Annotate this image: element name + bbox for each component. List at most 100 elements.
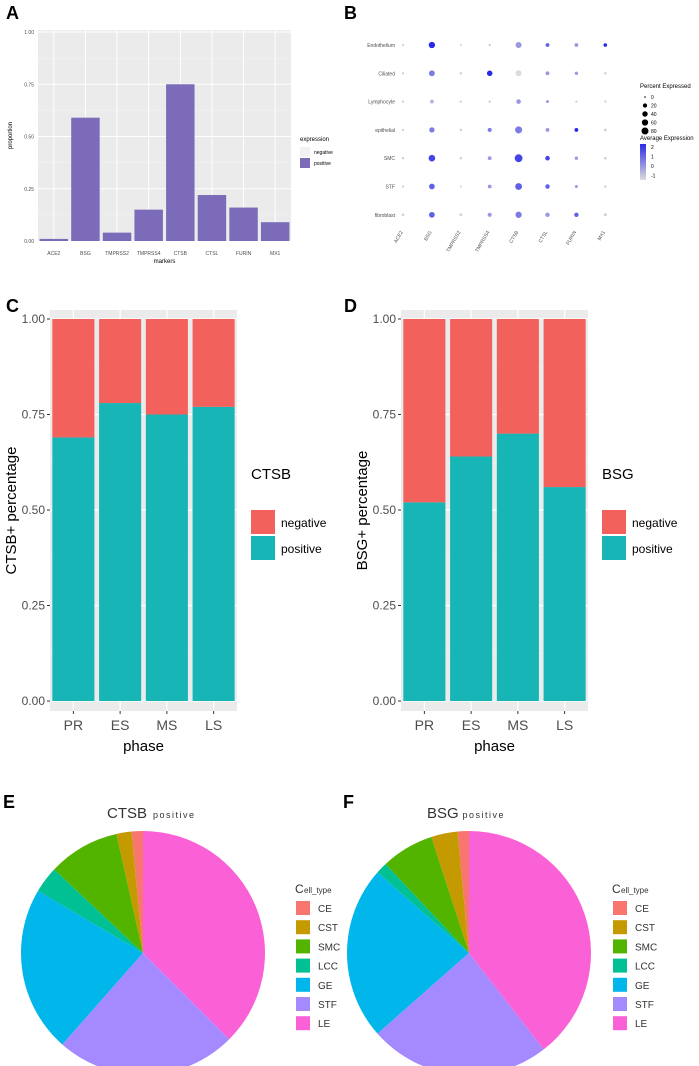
size-legend-label: 0 bbox=[651, 95, 654, 101]
panel-label-e: E bbox=[3, 792, 15, 812]
y-tick-label: 0.50 bbox=[373, 503, 397, 517]
dot-endothelium-ctsb bbox=[515, 41, 522, 49]
x-tick-label: ES bbox=[462, 717, 481, 733]
dot-lymphocyte-furin bbox=[575, 100, 578, 103]
dot-ciliated-ctsl bbox=[545, 71, 550, 76]
bar-furin bbox=[229, 207, 258, 241]
bar-negative-pr bbox=[52, 319, 95, 438]
y-axis-title: BSG+ percentage bbox=[354, 451, 371, 571]
legend-key-negative bbox=[602, 510, 626, 534]
legend-label-stf: STF bbox=[635, 1000, 654, 1011]
dot-smc-tmprss2 bbox=[459, 156, 463, 160]
x-tick-label: PR bbox=[415, 717, 434, 733]
color-legend-bar bbox=[640, 144, 646, 180]
size-legend-label: 20 bbox=[651, 104, 657, 110]
legend-label-cst: CST bbox=[318, 923, 338, 934]
dot-ciliated-tmprss2 bbox=[459, 72, 463, 75]
legend-key-cst bbox=[613, 920, 627, 935]
dot-epithelial-furin bbox=[574, 127, 579, 132]
dot-endothelium-furin bbox=[574, 43, 579, 47]
legend-label-ge: GE bbox=[318, 981, 333, 992]
legend-label-smc: SMC bbox=[635, 942, 657, 953]
dot-endothelium-bsg bbox=[428, 41, 436, 49]
bar-positive-ms bbox=[145, 414, 188, 701]
dot-epithelial-ctsl bbox=[545, 127, 550, 132]
legend-label-ce: CE bbox=[318, 904, 332, 915]
dot-ciliated-mx1 bbox=[604, 72, 607, 75]
bar-tmprss2 bbox=[102, 232, 132, 241]
y-tick-label: 0.75 bbox=[22, 408, 46, 422]
legend-label-ce: CE bbox=[635, 904, 649, 915]
legend-label-lcc: LCC bbox=[318, 962, 338, 973]
dot-stf-mx1 bbox=[604, 185, 607, 188]
legend-title: BSG bbox=[602, 466, 634, 483]
dot-fibroblast-ctsl bbox=[545, 212, 550, 218]
panel-a-bar-chart: 0.00 0.25 0.50 0.75 1.00 ACE2 BSG TMPRSS2 TMPRSS… bbox=[8, 30, 333, 265]
x-tick-label: MX1 bbox=[270, 251, 281, 257]
legend-title: ell_type bbox=[621, 886, 649, 895]
dot-epithelial-ace2 bbox=[401, 128, 405, 132]
bar-mx1 bbox=[260, 222, 290, 241]
legend-key-stf bbox=[296, 997, 310, 1011]
bar-positive-es bbox=[450, 456, 493, 701]
bar-bsg bbox=[71, 117, 100, 241]
legend-key-smc bbox=[613, 939, 627, 954]
dot-endothelium-ace2 bbox=[401, 43, 405, 47]
panel-f-pie-chart: BSG positive C ell_type CE CST SMC LCC GE STF LE bbox=[347, 805, 657, 1066]
y-tick-label: fibroblast bbox=[375, 213, 396, 219]
x-tick-label: ACE2 bbox=[393, 230, 405, 245]
bar-negative-es bbox=[450, 319, 493, 457]
y-tick-label: epithelial bbox=[375, 128, 395, 134]
slice-lcc bbox=[377, 864, 469, 953]
slice-stf bbox=[377, 953, 544, 1066]
legend-label-stf: STF bbox=[318, 1000, 337, 1011]
size-legend-dot bbox=[642, 111, 648, 117]
x-tick-label: CTSB bbox=[508, 229, 520, 244]
bar-negative-ls bbox=[543, 319, 586, 488]
legend-title-initial: C bbox=[295, 882, 304, 896]
dot-lymphocyte-ctsb bbox=[516, 99, 521, 104]
y-tick-label: STF bbox=[386, 185, 395, 191]
y-tick-label: 0.00 bbox=[373, 694, 397, 708]
size-legend-dot bbox=[641, 119, 649, 126]
legend-label-positive: positive bbox=[314, 161, 331, 167]
dot-smc-tmprss4 bbox=[487, 156, 492, 161]
legend-key-ge bbox=[296, 977, 310, 992]
x-tick-label: TMPRSS4 bbox=[474, 230, 491, 254]
pie-title-subscript: positive bbox=[153, 810, 196, 820]
slice-le bbox=[469, 831, 591, 1050]
color-legend-title: Average Expression bbox=[640, 136, 694, 142]
slice-cst bbox=[116, 831, 143, 953]
x-tick-label: ES bbox=[111, 717, 130, 733]
dot-lymphocyte-tmprss2 bbox=[459, 100, 462, 103]
panel-c-stacked-bar-chart: 0.00 0.25 0.50 0.75 1.00 PR ES MS LS phase CTSB+ p… bbox=[3, 310, 327, 755]
bar-positive-ms bbox=[496, 433, 539, 701]
bar-tmprss4 bbox=[134, 209, 163, 241]
dot-ciliated-ace2 bbox=[401, 72, 405, 75]
x-tick-label: ACE2 bbox=[47, 251, 60, 257]
x-tick-label: CTSL bbox=[206, 251, 219, 257]
legend-label-positive: positive bbox=[632, 542, 673, 556]
y-tick-label: 0.75 bbox=[24, 82, 34, 88]
legend-key-positive bbox=[300, 158, 310, 168]
dot-lymphocyte-ace2 bbox=[401, 100, 405, 103]
legend-key-positive bbox=[602, 536, 626, 560]
bar-ace2 bbox=[39, 238, 69, 241]
panel-label-d: D bbox=[344, 296, 357, 316]
x-tick-label: MX1 bbox=[597, 230, 607, 242]
x-axis-title: phase bbox=[474, 738, 515, 755]
color-legend-label: -1 bbox=[651, 174, 656, 180]
legend-label-lcc: LCC bbox=[635, 962, 655, 973]
dot-fibroblast-tmprss2 bbox=[459, 213, 463, 217]
size-legend-label: 40 bbox=[651, 112, 657, 118]
slice-ce bbox=[131, 831, 143, 953]
dot-endothelium-tmprss2 bbox=[459, 44, 462, 46]
dot-fibroblast-mx1 bbox=[603, 213, 607, 217]
slice-ge bbox=[347, 872, 469, 1034]
size-legend-label: 80 bbox=[651, 129, 657, 135]
x-axis-title: phase bbox=[123, 738, 164, 755]
legend-key-ge bbox=[613, 977, 627, 992]
color-legend-label: 2 bbox=[651, 145, 654, 151]
legend-key-ce bbox=[296, 901, 310, 915]
dot-smc-mx1 bbox=[603, 156, 607, 160]
